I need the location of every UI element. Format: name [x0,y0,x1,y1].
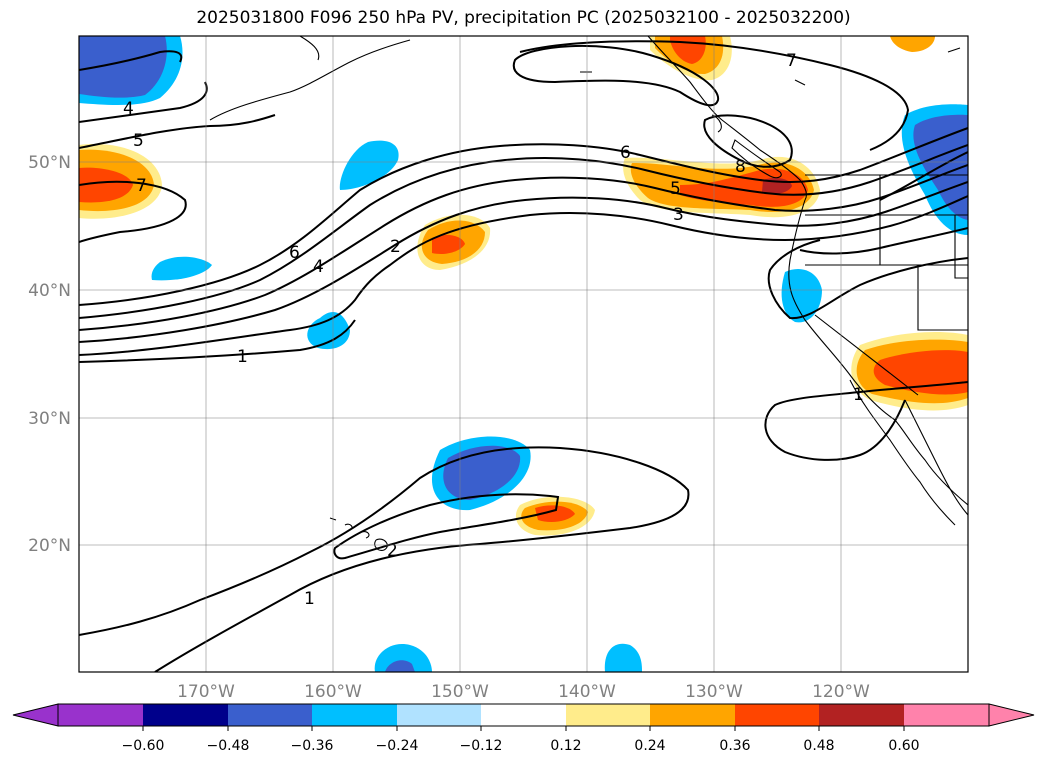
colorbar-bin [481,704,567,726]
contour-label: 2 [390,237,401,257]
colorbar-tick-label: 0.24 [634,738,665,754]
lat-tick-labels: 50°N 40°N 30°N 20°N [28,153,71,556]
colorbar-frame [57,703,990,727]
pv-contour-5-jet [79,144,968,319]
pv-contour-closed-north [512,44,720,107]
contour-label: 1 [237,347,248,367]
colorbar-tick-label: 0.60 [888,738,919,754]
pv-contours [79,40,968,672]
pv-contour-1-jet [79,319,356,363]
map-panel: 4 5 7 6 4 2 1 6 5 3 8 1 2 1 7 [79,36,968,672]
colorbar-bin [819,704,905,726]
contour-label: 6 [620,143,631,163]
precip-shading [79,36,968,672]
contour-label: 4 [123,99,134,119]
pv-contour-2-hawaii [333,493,560,560]
pv-contour-8 [703,114,793,168]
neg-anomaly-small-3 [307,311,350,350]
pos-anomaly-top-right [890,36,935,52]
pv-contour-2-east [799,227,968,255]
contour-label: 1 [304,589,315,609]
colorbar-tick-label: −0.48 [207,738,250,754]
colorbar-bin [650,704,736,726]
pv-contour-5-west [79,114,276,149]
state-borders [805,175,968,396]
pv-contour-4-jet [79,164,968,331]
colorbar-bin [566,704,651,726]
pv-contour-1-hawaii [79,446,690,672]
colorbar-tick-label: −0.36 [291,738,334,754]
us-west-coast [788,199,968,506]
contour-label: 5 [670,179,681,199]
colorbar-bin [397,704,482,726]
neg-anomaly-south-2 [604,643,642,672]
colorbar-bin [58,704,144,726]
colorbar-tick-label: −0.12 [460,738,503,754]
lon-tick-label: 150°W [431,682,489,702]
pv-contour-4-nw [79,50,183,71]
colorbar: −0.60 −0.48 −0.36 −0.24 −0.12 0.12 0.24 … [12,703,1035,754]
lon-tick-label: 140°W [558,682,616,702]
lat-tick-label: 30°N [28,409,71,429]
colorbar-tick-label: 0.12 [550,738,581,754]
misc-islands [580,47,961,133]
neg-anomaly-california [781,269,822,323]
lon-tick-label: 160°W [304,682,362,702]
lon-tick-label: 130°W [685,682,743,702]
pv-contour-coast-ne [879,151,968,201]
pv-contour-3-jet [79,181,968,343]
neg-anomaly-small-1 [339,140,399,190]
gridlines [79,36,968,672]
lat-tick-label: 50°N [28,153,71,173]
lon-tick-label: 120°W [812,682,870,702]
colorbar-tick-label: −0.60 [122,738,165,754]
colorbar-bin [904,704,990,726]
baja-coast [849,379,956,526]
contour-label: 3 [673,205,684,225]
contour-labels: 4 5 7 6 4 2 1 6 5 3 8 1 2 1 7 [123,51,864,609]
contour-label: 1 [853,385,864,405]
contour-label: 6 [289,243,300,263]
pv-contour-1-southwest [764,381,968,461]
contour-label: 5 [133,131,144,151]
contour-label: 7 [786,51,797,71]
alaska-coast [209,36,411,121]
neg-anomaly-south-1 [374,644,432,672]
pv-contour-2-jet [79,195,968,356]
lon-tick-label: 170°W [177,682,235,702]
coastlines [209,36,968,551]
contour-label: 4 [313,257,324,277]
pv-contour-1-east [767,239,968,320]
map-title: 2025031800 F096 250 hPa PV, precipitatio… [196,8,851,28]
pv-contour-7-north [519,40,910,151]
colorbar-bin [312,704,398,726]
gulf-california-coast [904,399,968,516]
neg-anomaly-small-2 [151,256,212,281]
colorbar-bin [143,704,229,726]
lat-tick-label: 40°N [28,281,71,301]
colorbar-bin [735,704,820,726]
colorbar-bin [228,704,313,726]
contour-label: 2 [387,541,398,561]
colorbar-tick-label: 0.36 [719,738,750,754]
colorbar-tick-label: 0.48 [803,738,834,754]
contour-label: 8 [735,157,746,177]
map-frame [78,35,969,673]
pv-contour-6-jet [79,127,968,306]
colorbar-tick-label: −0.24 [376,738,419,754]
vancouver-island [731,139,782,179]
lat-tick-label: 20°N [28,536,71,556]
colorbar-extend-low [12,703,59,727]
colorbar-extend-high [988,703,1035,727]
lon-tick-labels: 170°W 160°W 150°W 140°W 130°W 120°W [177,682,870,702]
pv-contour-7-west [79,180,187,243]
contour-label: 7 [136,176,147,196]
